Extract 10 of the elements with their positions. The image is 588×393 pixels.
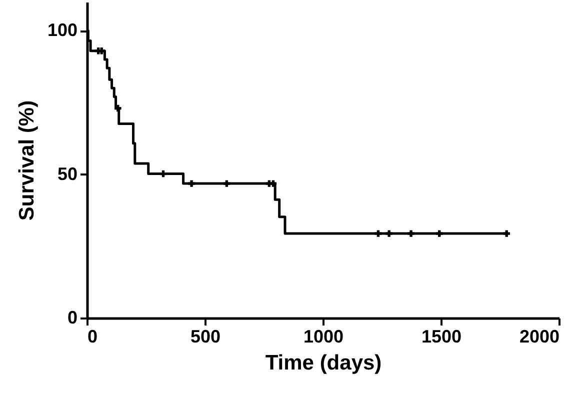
x-tick-label: 1000: [303, 326, 344, 346]
x-tick-label: 1500: [421, 326, 462, 346]
x-tick-label: 500: [190, 326, 221, 346]
x-tick-label: 0: [88, 326, 98, 346]
y-axis-title: Survival (%): [15, 100, 38, 221]
y-tick-label: 100: [47, 20, 78, 40]
y-tick-label: 50: [57, 164, 78, 184]
x-axis-title: Time (days): [265, 352, 382, 374]
x-tick-label: 2000: [519, 326, 560, 346]
y-tick-label: 0: [67, 308, 78, 328]
